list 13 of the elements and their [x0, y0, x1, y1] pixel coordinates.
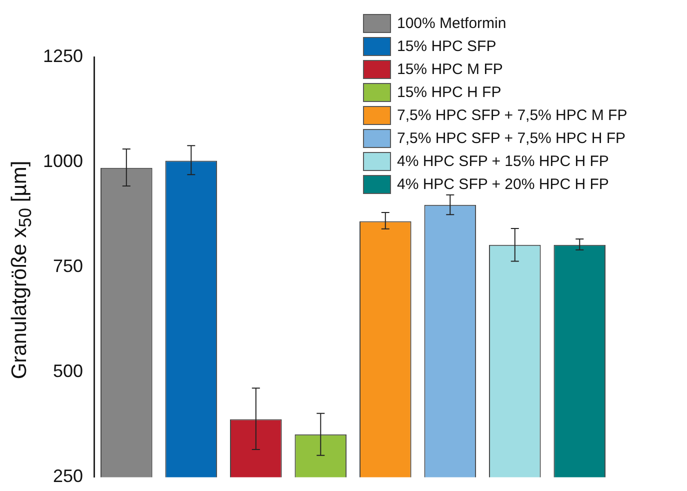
legend-label: 7,5% HPC SFP + 7,5% HPC M FP [397, 106, 628, 124]
y-tick-label: 1250 [42, 46, 84, 66]
y-tick-label: 250 [52, 466, 84, 486]
y-tick-label: 500 [52, 361, 84, 382]
legend-label: 4% HPC SFP + 20% HPC H FP [397, 176, 609, 194]
legend-label: 15% HPC H FP [397, 84, 502, 102]
legend-label: 4% HPC SFP + 15% HPC H FP [397, 152, 609, 170]
y-tick-label: 1000 [42, 151, 84, 172]
legend-label: 100% Metformin [397, 14, 506, 32]
legend-label: 7,5% HPC SFP + 7,5% HPC H FP [397, 130, 626, 148]
legend-label: 15% HPC SFP [397, 38, 496, 56]
legend-label: 15% HPC M FP [397, 60, 503, 78]
y-tick-label: 750 [52, 256, 84, 276]
